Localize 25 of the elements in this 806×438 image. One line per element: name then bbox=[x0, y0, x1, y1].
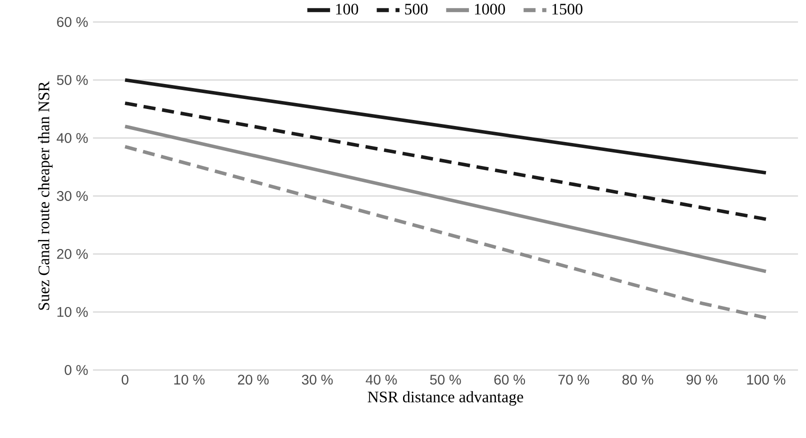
y-tick-label: 60 % bbox=[57, 17, 88, 27]
y-tick-label: 10 % bbox=[57, 307, 88, 317]
x-tick-label: 70 % bbox=[558, 374, 590, 385]
x-tick-label: 0 bbox=[122, 374, 128, 385]
y-axis-title: Suez Canal route cheaper than NSR bbox=[38, 81, 53, 310]
y-tick-label: 30 % bbox=[56, 191, 88, 201]
x-tick-label: 80 % bbox=[622, 374, 654, 385]
legend-label: 500 bbox=[405, 4, 428, 15]
line-series bbox=[123, 124, 768, 274]
legend-label: 1500 bbox=[552, 4, 582, 15]
x-tick-label: 30 % bbox=[302, 374, 333, 385]
x-tick-label: 10 % bbox=[174, 374, 205, 385]
x-tick-label: 90 % bbox=[686, 374, 718, 385]
y-tick-label: 20 % bbox=[57, 249, 88, 259]
x-tick-label: 50 % bbox=[430, 374, 461, 385]
x-tick-label: 60 % bbox=[494, 374, 526, 385]
y-tick-label: 50 % bbox=[56, 75, 88, 85]
legend-label: 100 bbox=[336, 4, 358, 15]
x-tick-label: 40 % bbox=[366, 374, 397, 385]
y-tick-label: 0 % bbox=[64, 365, 88, 375]
y-tick-label: 40 % bbox=[56, 133, 88, 143]
legend-label: 1000 bbox=[475, 4, 505, 15]
x-axis-title: NSR distance advantage bbox=[368, 391, 524, 406]
x-tick-label: 20 % bbox=[238, 374, 269, 385]
x-tick-label: 100 % bbox=[747, 374, 786, 385]
